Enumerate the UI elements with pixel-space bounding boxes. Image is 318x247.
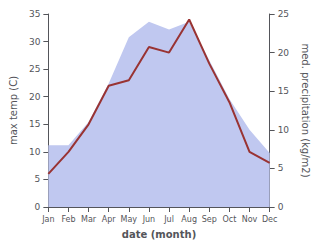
svg-text:15: 15 bbox=[29, 119, 40, 129]
svg-text:10: 10 bbox=[29, 147, 41, 157]
svg-text:20: 20 bbox=[29, 92, 41, 102]
svg-text:15: 15 bbox=[278, 86, 289, 96]
svg-text:May: May bbox=[121, 215, 138, 224]
svg-text:date (month): date (month) bbox=[122, 229, 196, 240]
svg-text:30: 30 bbox=[29, 37, 41, 47]
svg-text:Aug: Aug bbox=[181, 215, 197, 224]
svg-text:Feb: Feb bbox=[61, 215, 75, 224]
svg-text:35: 35 bbox=[29, 9, 40, 19]
svg-text:Oct: Oct bbox=[222, 215, 236, 224]
svg-text:Jan: Jan bbox=[41, 215, 54, 224]
svg-text:Mar: Mar bbox=[81, 215, 97, 224]
svg-text:20: 20 bbox=[278, 48, 290, 58]
svg-text:Jul: Jul bbox=[163, 215, 174, 224]
svg-text:Dec: Dec bbox=[262, 215, 277, 224]
svg-text:Apr: Apr bbox=[102, 215, 117, 224]
svg-text:10: 10 bbox=[278, 125, 290, 135]
svg-text:25: 25 bbox=[29, 64, 40, 74]
svg-text:Sep: Sep bbox=[202, 215, 217, 224]
svg-text:5: 5 bbox=[35, 174, 41, 184]
svg-text:max temp (C): max temp (C) bbox=[8, 76, 19, 145]
svg-text:0: 0 bbox=[278, 202, 284, 212]
svg-text:0: 0 bbox=[35, 202, 41, 212]
svg-text:5: 5 bbox=[278, 163, 284, 173]
svg-text:25: 25 bbox=[278, 9, 289, 19]
svg-text:Jun: Jun bbox=[142, 215, 156, 224]
svg-text:med. precipitation (kg/m2): med. precipitation (kg/m2) bbox=[300, 43, 311, 177]
svg-text:Nov: Nov bbox=[242, 215, 258, 224]
